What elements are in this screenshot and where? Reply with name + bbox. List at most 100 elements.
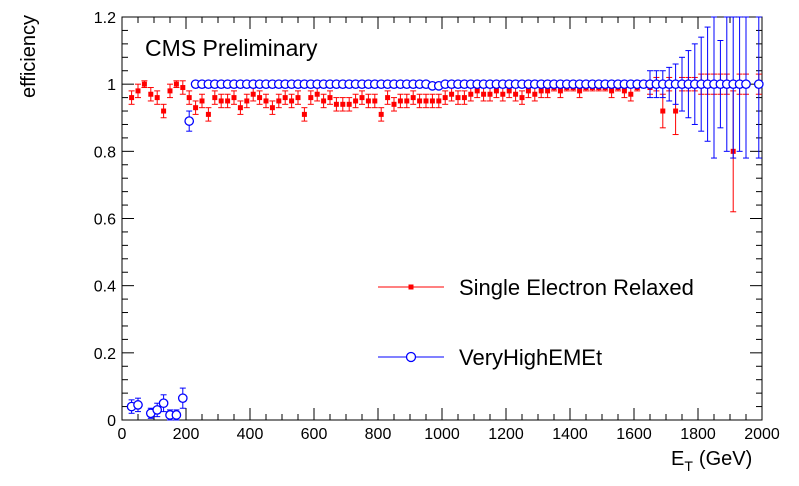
x-axis-label-main: E: [671, 448, 684, 470]
data-point: [621, 88, 627, 94]
legend-entry-single-electron: Single Electron Relaxed: [378, 275, 694, 300]
data-point: [263, 98, 269, 104]
data-point: [333, 101, 339, 107]
data-point: [244, 98, 250, 104]
data-point: [237, 105, 243, 111]
axis-ticks: [121, 16, 763, 421]
data-point: [225, 98, 231, 104]
data-point: [673, 108, 679, 114]
data-point: [212, 95, 218, 101]
data-point: [353, 98, 359, 104]
y-tick-label: 0.2: [94, 346, 116, 363]
legend-marker-red: [408, 284, 414, 290]
data-point: [410, 95, 416, 101]
data-point: [474, 88, 480, 94]
data-point: [404, 98, 410, 104]
x-tick-label: 600: [301, 426, 328, 443]
data-point: [500, 91, 506, 97]
data-point: [378, 111, 384, 117]
y-tick-label: 0.6: [94, 212, 116, 229]
data-point: [365, 98, 371, 104]
data-point: [385, 95, 391, 101]
data-point: [628, 91, 634, 97]
x-tick-label: 400: [237, 426, 264, 443]
data-point: [557, 88, 563, 94]
data-point: [205, 111, 211, 117]
data-point: [436, 98, 442, 104]
data-point: [340, 101, 346, 107]
data-point: [506, 88, 512, 94]
data-point: [171, 410, 182, 420]
series-single-electron-relaxed: [128, 73, 762, 213]
data-point: [741, 79, 751, 90]
y-tick-label: 0: [107, 413, 116, 430]
data-point: [148, 91, 154, 97]
data-point: [282, 95, 288, 101]
data-marks: [126, 16, 764, 421]
data-point: [753, 79, 764, 90]
legend-label-veryhighemet: VeryHighEMEt: [459, 345, 602, 370]
x-tick-label: 1400: [552, 426, 588, 443]
data-point: [493, 88, 499, 94]
data-point: [346, 101, 352, 107]
data-point: [161, 108, 167, 114]
y-tick-label: 0.4: [94, 279, 116, 296]
x-axis-label-subscript: T: [684, 458, 693, 474]
x-axis-label: ET (GeV): [671, 448, 752, 474]
data-point: [660, 108, 666, 114]
x-tick-label: 2000: [744, 426, 780, 443]
data-point: [152, 405, 163, 415]
x-axis-label-unit: (GeV): [699, 448, 752, 470]
data-point: [257, 95, 263, 101]
data-point: [218, 98, 224, 104]
data-point: [158, 398, 169, 409]
y-tick-label: 1.2: [94, 10, 116, 27]
x-tick-label: 1200: [488, 426, 524, 443]
legend: Single Electron Relaxed VeryHighEMEt: [378, 275, 694, 370]
data-point: [429, 98, 435, 104]
data-point: [417, 98, 423, 104]
data-point: [481, 91, 487, 97]
data-point: [154, 95, 160, 101]
data-point: [372, 98, 378, 104]
legend-label-single-electron: Single Electron Relaxed: [459, 275, 694, 300]
y-tick-label: 0.8: [94, 144, 116, 161]
series-veryhighemet: [126, 16, 764, 421]
data-point: [269, 105, 275, 111]
data-point: [519, 95, 525, 101]
data-point: [129, 95, 135, 101]
x-tick-label: 200: [173, 426, 200, 443]
y-tick-label: 1: [107, 77, 116, 94]
data-point: [250, 91, 256, 97]
data-point: [468, 91, 474, 97]
data-point: [538, 88, 544, 94]
data-point: [321, 98, 327, 104]
y-axis-label: efficiency: [18, 15, 40, 98]
data-point: [609, 88, 615, 94]
x-tick-label: 0: [118, 426, 127, 443]
data-point: [167, 88, 173, 94]
x-tick-label: 1800: [680, 426, 716, 443]
data-point: [487, 91, 493, 97]
data-point: [391, 101, 397, 107]
x-tick-labels: 0 200 400 600 800 1000 1200 1400 1600 1800 2000: [118, 426, 780, 443]
data-point: [314, 91, 320, 97]
data-point: [397, 98, 403, 104]
legend-marker-blue: [405, 351, 417, 363]
x-tick-label: 1600: [616, 426, 652, 443]
data-point: [141, 81, 147, 87]
data-point: [308, 95, 314, 101]
data-point: [193, 105, 199, 111]
data-point: [276, 98, 282, 104]
data-point: [186, 95, 192, 101]
data-point: [359, 95, 365, 101]
chart-title: CMS Preliminary: [145, 35, 318, 61]
data-point: [545, 88, 551, 94]
data-point: [177, 393, 188, 404]
data-point: [301, 111, 307, 117]
data-point: [442, 95, 448, 101]
data-point: [327, 95, 333, 101]
x-tick-label: 1000: [424, 426, 460, 443]
